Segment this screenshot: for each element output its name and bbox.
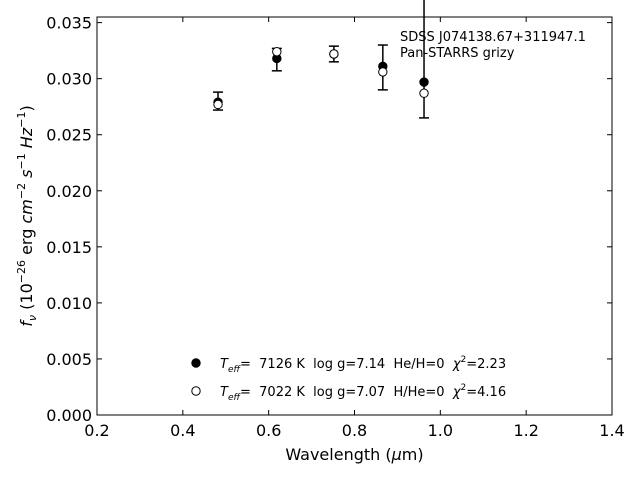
x-tick-label: 1.4: [599, 421, 624, 440]
legend-entry-2: Teff= 7022 K log g=7.07 H/He=0 χ2=4.16: [220, 383, 506, 403]
y-tick-label: 0.010: [46, 294, 92, 313]
x-tick-label: 0.4: [170, 421, 195, 440]
annotation-survey-name: Pan-STARRS grizy: [400, 46, 515, 61]
error-bars: [213, 0, 430, 119]
axis-ticks: 0.2 0.4 0.6 0.8 1.0 1.2 1.4 0.000 0.005 0.010 0.01…: [46, 14, 625, 440]
y-tick-label: 0.000: [46, 406, 92, 425]
legend: Teff= 7126 K log g=7.14 He/H=0 χ2=2.23 T…: [191, 355, 506, 403]
x-axis-label: Wavelength (μm): [285, 445, 423, 464]
x-tick-label: 0.2: [84, 421, 109, 440]
legend-marker-open: [191, 386, 201, 396]
legend-entry-1: Teff= 7126 K log g=7.14 He/H=0 χ2=2.23: [220, 355, 506, 375]
y-tick-label: 0.005: [46, 350, 92, 369]
x-tick-label: 0.8: [342, 421, 367, 440]
annotation-object-name: SDSS J074138.67+311947.1: [400, 30, 586, 45]
model-point-open: [213, 99, 223, 110]
model-point-open: [419, 88, 429, 98]
x-tick-label: 1.0: [428, 421, 453, 440]
y-tick-label: 0.030: [46, 70, 92, 89]
model-point-open: [378, 67, 388, 77]
legend-marker-filled: [191, 358, 201, 368]
model-point-filled: [419, 77, 429, 87]
x-tick-label: 0.6: [256, 421, 281, 440]
model-point-open: [272, 47, 282, 57]
y-tick-label: 0.020: [46, 182, 92, 201]
plot-frame: [96, 16, 613, 416]
y-tick-label: 0.025: [46, 126, 92, 145]
annotation: SDSS J074138.67+311947.1 Pan-STARRS griz…: [400, 30, 586, 61]
y-tick-label: 0.015: [46, 238, 92, 257]
y-tick-label: 0.035: [46, 14, 92, 33]
y-axis-label: fν (10−26 erg cm−2 s−1 Hz−1): [15, 105, 39, 326]
x-tick-label: 1.2: [513, 421, 538, 440]
data-points: [213, 47, 429, 110]
model-point-open: [329, 49, 339, 59]
